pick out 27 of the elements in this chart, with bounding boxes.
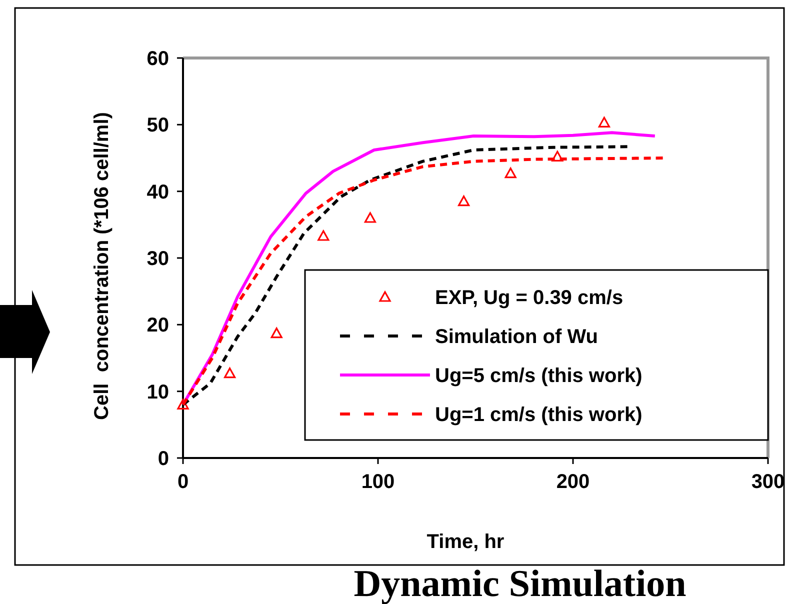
x-tick-label: 300 (751, 471, 785, 493)
x-tick-label: 100 (361, 471, 395, 493)
y-tick-label: 20 (146, 314, 169, 337)
y-tick-label: 60 (146, 48, 169, 70)
y-tick-label: 0 (158, 448, 169, 470)
point (177, 398, 189, 410)
legend-label: Ug=1 cm/s (this work) (435, 404, 642, 426)
x-axis-title: Time, hr (426, 531, 504, 553)
point (598, 116, 610, 128)
legend-label: Ug=5 cm/s (this work) (435, 365, 642, 387)
y-tick-label: 50 (146, 114, 169, 137)
y-tick-label: 10 (146, 381, 169, 404)
point (504, 168, 516, 178)
y-tick-label: 40 (146, 181, 169, 204)
point (270, 328, 282, 338)
point (364, 212, 376, 223)
y-axis-title: Cell concentration (*106 cell/ml) (91, 112, 113, 420)
point (224, 368, 236, 378)
x-tick-label: 200 (556, 471, 590, 493)
text: Dynamic Simulation (354, 563, 686, 604)
point (458, 196, 470, 206)
x-tick-label: 0 (177, 471, 189, 493)
point (552, 150, 564, 162)
legend-label: EXP, Ug = 0.39 cm/s (435, 287, 624, 309)
legend-label: Simulation of Wu (435, 326, 598, 348)
point (318, 230, 330, 241)
y-tick-label: 30 (146, 248, 169, 270)
